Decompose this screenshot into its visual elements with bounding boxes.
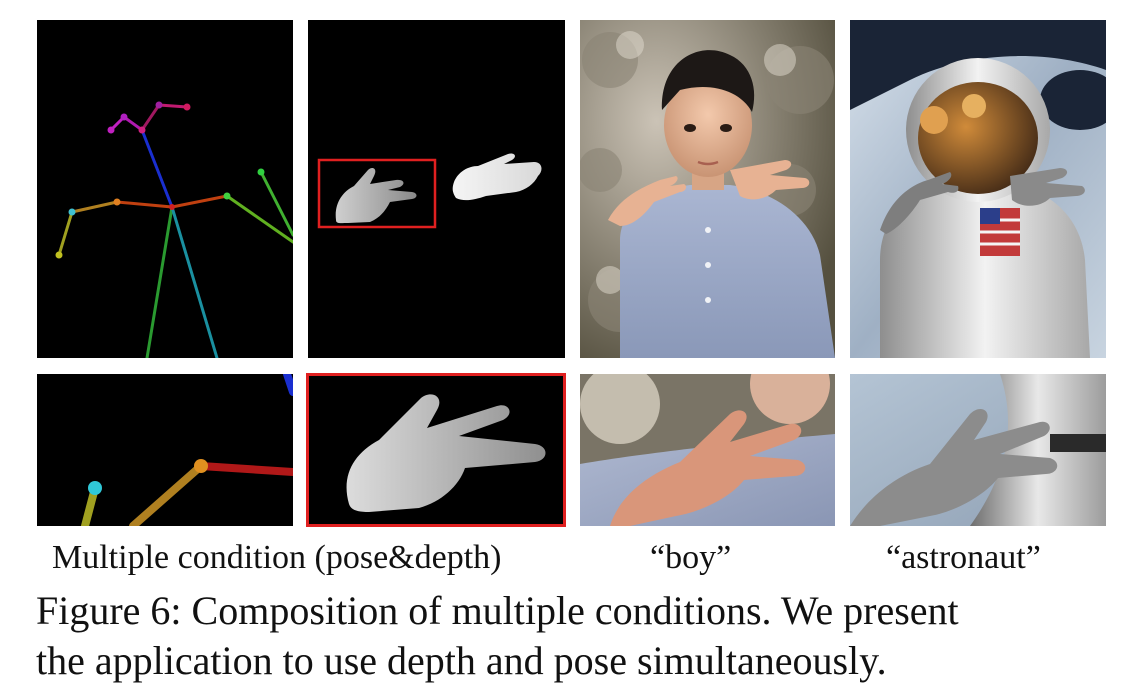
figure-caption: Figure 6: Composition of multiple condit… bbox=[36, 586, 1116, 686]
depth-crop-image bbox=[306, 373, 566, 527]
pose-condition-image bbox=[37, 20, 293, 358]
astronaut-crop-image bbox=[850, 374, 1106, 526]
astronaut-label: “astronaut” bbox=[886, 539, 1041, 576]
boy-label: “boy” bbox=[650, 539, 732, 576]
depth-condition-image bbox=[308, 20, 565, 358]
boy-generated-image bbox=[580, 20, 835, 358]
pose-crop-image bbox=[37, 374, 293, 526]
astronaut-generated-image bbox=[850, 20, 1106, 358]
boy-crop-image bbox=[580, 374, 835, 526]
conditions-label: Multiple condition (pose&depth) bbox=[52, 539, 502, 576]
depth-highlight-box bbox=[317, 158, 437, 229]
caption-line-1: Figure 6: Composition of multiple condit… bbox=[36, 588, 959, 633]
caption-line-2: the application to use depth and pose si… bbox=[36, 638, 887, 683]
